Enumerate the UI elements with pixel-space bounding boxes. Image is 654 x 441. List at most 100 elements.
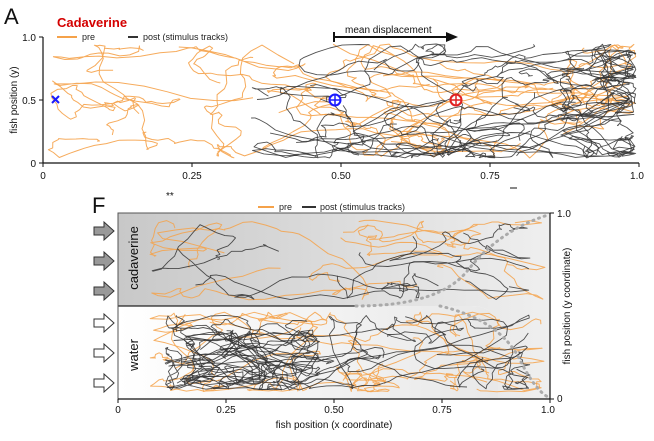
post-track <box>183 329 314 386</box>
post-track <box>325 45 631 157</box>
post-track <box>219 330 319 377</box>
post-track <box>561 101 637 156</box>
a-xtick-1: 1.0 <box>630 171 644 182</box>
significance-marker: ** <box>166 191 174 202</box>
post-track <box>342 105 636 158</box>
pre-track <box>357 224 546 271</box>
pre-track <box>566 43 637 98</box>
post-track <box>346 106 531 159</box>
zone-label-cadaverine: cadaverine <box>126 226 141 290</box>
a-ytick-1: 1.0 <box>22 33 36 44</box>
post-track <box>447 106 569 158</box>
post-track <box>345 344 528 390</box>
post-track <box>266 316 362 390</box>
post-track <box>151 224 279 272</box>
pre-track <box>50 80 140 120</box>
post-track <box>316 98 525 156</box>
f-xtick-075: 0.75 <box>432 405 452 416</box>
pre-track <box>188 45 333 150</box>
arrow-icon <box>93 342 115 364</box>
panel-a-axes: 1.0 0.5 0 0 0.25 0.50 0.75 1.0 fish posi… <box>9 33 644 182</box>
pre-track <box>295 327 545 393</box>
f-xtick-025: 0.25 <box>216 405 236 416</box>
f-ytick-0: 0 <box>557 394 563 405</box>
panel-a-tracks <box>47 43 637 159</box>
pre-track <box>53 81 254 136</box>
panel-f-tracks <box>149 219 546 393</box>
inflow-arrows <box>93 220 115 394</box>
pre-track <box>308 237 443 282</box>
panel-a-legend: pre post (stimulus tracks) <box>57 32 228 42</box>
panel-a-ylabel: fish position (y) <box>9 66 20 133</box>
post-track <box>559 72 634 114</box>
post-track <box>436 350 531 389</box>
pre-track <box>358 219 482 248</box>
post-track <box>381 273 439 299</box>
pre-track <box>368 71 601 122</box>
legend-pre-label: pre <box>82 32 95 42</box>
panel-f-legend: pre post (stimulus tracks) <box>258 202 405 212</box>
panel-f-letter: F <box>92 193 105 218</box>
mean-displacement-arrow: mean displacement <box>333 25 458 42</box>
dotted-guide <box>354 213 550 399</box>
arrow-icon <box>93 280 115 302</box>
pre-track <box>342 220 542 244</box>
pre-track <box>266 87 451 158</box>
panel-a: A Cadaverine pre post (stimulus tracks) … <box>4 4 644 202</box>
post-track <box>446 91 637 132</box>
post-track <box>179 338 266 385</box>
post-track <box>387 321 529 370</box>
legend-post-label: post (stimulus tracks) <box>143 32 228 42</box>
post-track <box>180 357 244 384</box>
post-track <box>166 333 335 390</box>
pre-track <box>150 314 318 392</box>
a-ytick-0: 0 <box>30 159 36 170</box>
post-track <box>389 223 528 262</box>
post-track <box>559 77 635 122</box>
post-track <box>331 123 476 159</box>
f-legend-pre-label: pre <box>279 202 292 212</box>
post-track <box>181 344 321 386</box>
arrow-icon <box>93 312 115 334</box>
a-xtick-075: 0.75 <box>480 171 500 182</box>
panel-f-ylabel: fish position (y coordinate) <box>562 248 573 365</box>
panel-a-title: Cadaverine <box>57 15 127 30</box>
pre-track <box>52 45 306 71</box>
post-track <box>177 248 530 300</box>
post-track <box>336 252 509 300</box>
post-track <box>164 346 192 391</box>
post-track <box>272 315 531 390</box>
pre-track <box>174 311 314 369</box>
mean-displacement-label: mean displacement <box>345 25 432 36</box>
panel-f-xlabel: fish position (x coordinate) <box>276 420 393 431</box>
f-ytick-1: 1.0 <box>557 209 571 220</box>
post-track <box>251 86 439 159</box>
post-track <box>183 332 260 385</box>
centroid-pre-marker <box>328 93 342 107</box>
pre-track <box>437 224 544 300</box>
stimulus-marker <box>51 95 60 104</box>
post-track <box>251 330 319 384</box>
pre-track <box>336 337 424 392</box>
post-track <box>183 331 308 385</box>
post-track <box>568 135 635 159</box>
post-track <box>249 337 381 376</box>
post-track <box>182 330 320 362</box>
post-track <box>383 92 634 141</box>
pre-track <box>360 45 531 94</box>
a-xtick-0: 0 <box>40 171 46 182</box>
f-xtick-1: 1.0 <box>541 405 555 416</box>
pre-track <box>142 128 498 159</box>
centroid-post-marker <box>449 93 463 107</box>
arrow-icon <box>93 220 115 242</box>
f-xtick-0: 0 <box>115 405 121 416</box>
post-track <box>258 316 508 391</box>
pre-track <box>203 44 295 157</box>
post-track <box>560 49 637 155</box>
a-xtick-025: 0.25 <box>182 171 202 182</box>
pre-track <box>345 363 400 393</box>
post-track <box>270 49 611 143</box>
arrow-icon <box>93 250 115 272</box>
pre-track <box>157 221 370 300</box>
panel-a-letter: A <box>4 4 19 29</box>
